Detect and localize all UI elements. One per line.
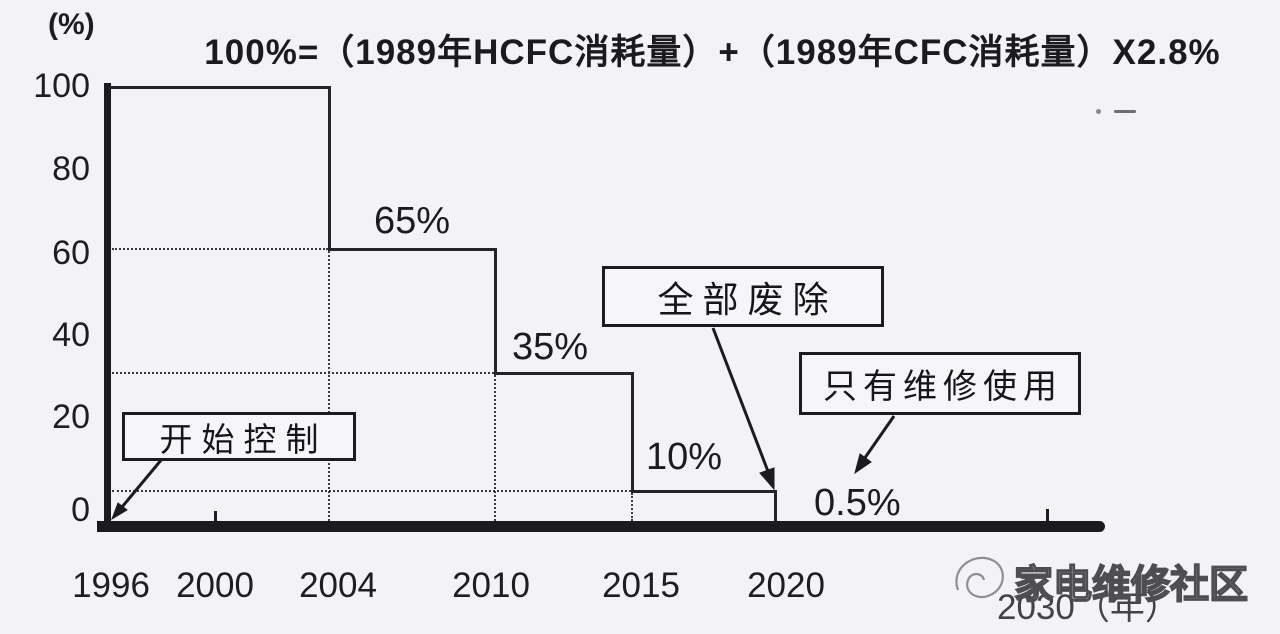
guide-h-35 (112, 372, 494, 374)
callout-full-abolition: 全部废除 (602, 266, 884, 327)
callout-start-control: 开始控制 (122, 412, 356, 461)
guide-v-2010 (494, 375, 496, 521)
x-tick-2010: 2010 (452, 566, 530, 605)
x-axis-line (97, 521, 1105, 532)
y-tick-60: 60 (52, 234, 90, 272)
guide-v-2004 (328, 251, 330, 521)
y-tick-20: 20 (52, 398, 90, 436)
watermark-text: 家电维修社区 (1013, 563, 1249, 608)
step-line-100 (108, 86, 331, 89)
y-tick-100: 100 (33, 67, 90, 105)
step-label-0-5: 0.5% (814, 482, 901, 524)
step-line-35 (494, 372, 634, 375)
step-line-65 (328, 248, 497, 251)
arrow-repair-only (854, 415, 896, 475)
step-drop-2020 (774, 490, 777, 522)
x-tick-2015: 2015 (602, 566, 680, 605)
callout-repair-only-label: 只有维修使用 (823, 368, 1063, 406)
step-drop-2015 (631, 372, 634, 490)
step-label-35: 35% (512, 326, 589, 368)
step-line-10 (631, 490, 777, 493)
arrow-full-abolition (711, 327, 775, 491)
y-axis-unit-label: (%) (48, 8, 95, 41)
x-tick-2004: 2004 (299, 566, 377, 605)
step-label-10: 10% (646, 436, 723, 478)
chart-title: 100%=（1989年HCFC消耗量）+（1989年CFC消耗量）X2.8% (204, 33, 1221, 72)
y-axis-line (104, 83, 111, 528)
step-drop-2010 (494, 248, 497, 372)
guide-h-65 (112, 248, 328, 250)
y-tick-80: 80 (52, 150, 90, 188)
x-axis-tick-2030 (1046, 509, 1049, 522)
y-tick-40: 40 (52, 316, 90, 354)
x-tick-2000: 2000 (176, 566, 254, 605)
guide-v-2015 (631, 493, 633, 521)
x-tick-2020: 2020 (747, 566, 825, 605)
artifact-dot (1096, 109, 1101, 114)
watermark-logo-icon (955, 556, 1004, 599)
guide-h-10 (112, 490, 631, 492)
step-drop-2004 (328, 86, 331, 248)
arrow-start-control (111, 458, 164, 521)
callout-start-control-label: 开始控制 (159, 420, 328, 458)
step-label-65: 65% (374, 200, 451, 242)
artifact-dash (1114, 110, 1136, 113)
x-tick-1996: 1996 (72, 566, 150, 605)
x-tick-2030-year: 2030（年） (997, 588, 1180, 627)
x-axis-tick-2000 (214, 511, 217, 522)
callout-full-abolition-label: 全部废除 (657, 278, 838, 320)
y-tick-0: 0 (71, 491, 90, 529)
callout-repair-only: 只有维修使用 (799, 352, 1081, 415)
